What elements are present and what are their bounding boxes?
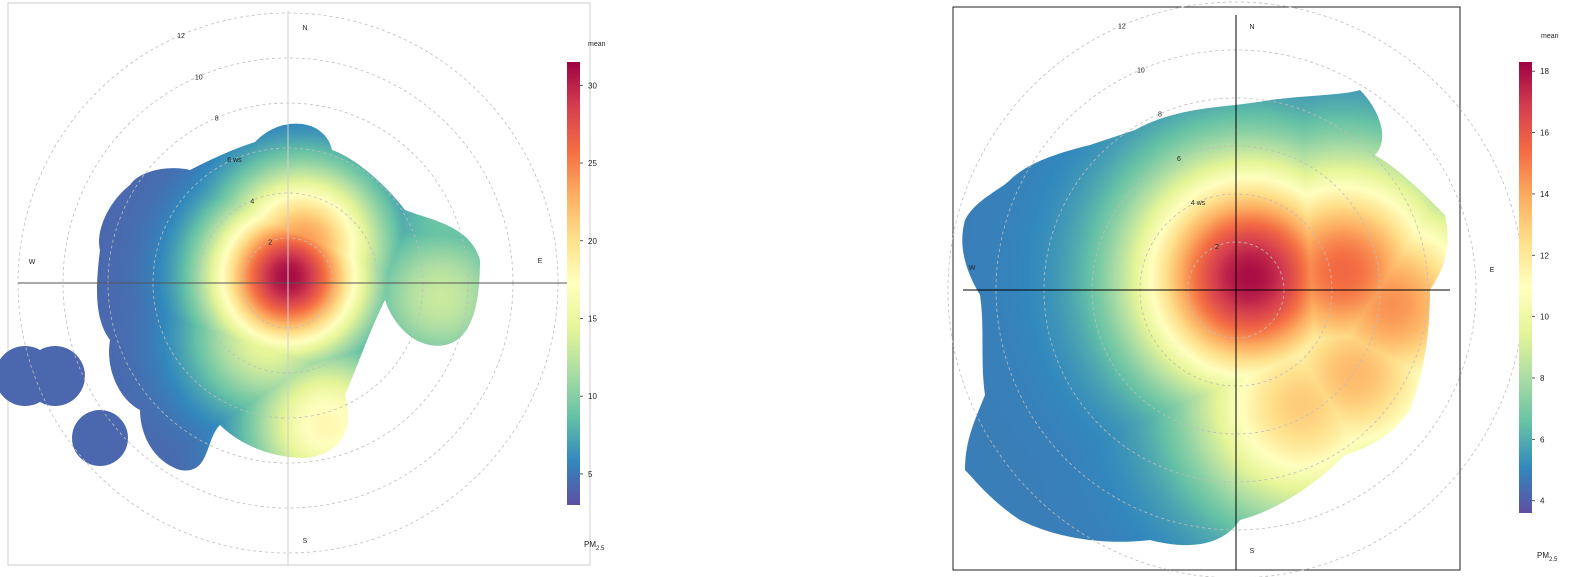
colorbar <box>1519 62 1532 513</box>
legend-title: mean <box>588 41 606 48</box>
polar-heat-surface <box>962 90 1448 546</box>
colorbar-tick-label: 18 <box>1540 67 1549 76</box>
ws-ring-label: 12 <box>177 33 185 40</box>
ws-ring-label: 8 <box>1158 112 1162 119</box>
colorbar-tick-label: 16 <box>1540 129 1549 138</box>
ws-ring-label: 6 ws <box>227 157 242 164</box>
colorbar-tick-label: 20 <box>588 237 597 246</box>
colorbar-tick-label: 15 <box>588 314 597 323</box>
ws-ring-label: 10 <box>1137 68 1145 75</box>
colorbar-tick-label: 10 <box>1540 313 1549 322</box>
compass-north: N <box>302 25 307 32</box>
colorbar-tick-label: 12 <box>1540 251 1549 260</box>
compass-south: S <box>303 538 308 545</box>
compass-north: N <box>1249 24 1254 31</box>
colorbar-tick-label: 10 <box>588 392 597 401</box>
compass-west: W <box>29 259 36 266</box>
ws-ring-label: 6 <box>1177 156 1181 163</box>
colorbar-tick-label: 14 <box>1540 190 1549 199</box>
ws-ring-label: 10 <box>195 74 203 81</box>
ws-ring-label: 4 ws <box>1191 200 1206 207</box>
compass-south: S <box>1250 548 1255 555</box>
ws-ring-label: 8 <box>215 116 219 123</box>
plot-frame <box>7 2 591 566</box>
polar-heat-surface <box>0 123 481 471</box>
ws-ring-label: 2 <box>268 240 272 247</box>
colorbar-tick-label: 30 <box>588 81 597 90</box>
plot-frame <box>952 6 1461 571</box>
colorbar-tick-label: 6 <box>1540 435 1545 444</box>
ws-ring-label: 2 <box>1215 244 1219 251</box>
polar-plot-svg: 2 4 ws 6 8 10 12 N S E W 4 6 8 10 12 14 16 18 mean PM2.5 <box>947 1 1559 577</box>
ws-ring-label: 12 <box>1118 24 1126 31</box>
polar-plot-svg: 2 4 6 ws 8 10 12 N S E W 5 10 15 20 25 30 mean PM2.5 <box>0 2 606 566</box>
polar-plot-left: 2 4 6 ws 8 10 12 N S E W 5 10 15 20 25 30 mean PM2.5 <box>0 2 606 566</box>
compass-west: W <box>969 265 976 272</box>
legend-title: mean <box>1541 33 1559 40</box>
pollutant-label: PM2.5 <box>584 540 605 552</box>
polar-plot-right: 2 4 ws 6 8 10 12 N S E W 4 6 8 10 12 14 16 18 mean PM2.5 <box>800 0 1585 577</box>
colorbar-tick-label: 4 <box>1540 497 1545 506</box>
compass-east: E <box>1490 267 1495 274</box>
colorbar-tick-label: 5 <box>588 470 593 479</box>
pollutant-label: PM2.5 <box>1537 551 1558 563</box>
ws-ring-label: 4 <box>250 198 254 205</box>
compass-east: E <box>538 258 543 265</box>
colorbar-tick-label: 25 <box>588 159 597 168</box>
colorbar-tick-label: 8 <box>1540 374 1545 383</box>
colorbar <box>567 62 580 505</box>
